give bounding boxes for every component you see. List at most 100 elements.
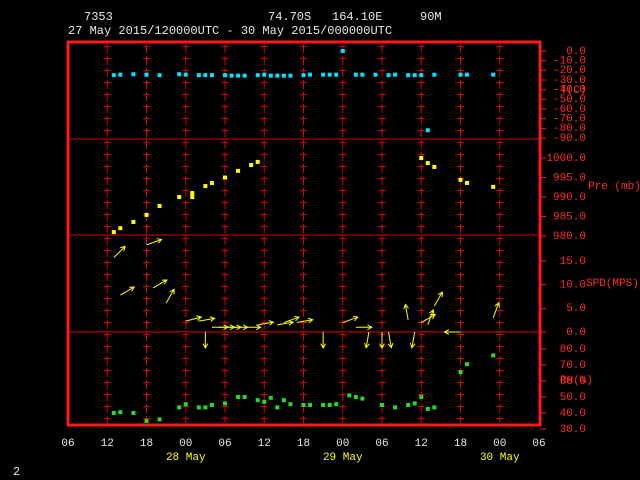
point xyxy=(111,73,116,78)
point xyxy=(223,401,227,406)
panel-label: RH(%) xyxy=(560,375,593,387)
point xyxy=(223,73,227,78)
point xyxy=(334,72,339,77)
point xyxy=(236,73,241,78)
point xyxy=(465,180,470,185)
point xyxy=(465,72,470,77)
point xyxy=(209,73,214,78)
latitude: 74.70S xyxy=(268,10,311,24)
wind-arrow xyxy=(277,320,295,326)
wind-arrow xyxy=(427,308,435,326)
point xyxy=(412,401,417,406)
point xyxy=(308,403,313,407)
wind-arrow xyxy=(165,288,175,304)
point xyxy=(229,73,234,78)
x-tick-label: 18 xyxy=(140,438,153,450)
y-tick-label: 40.0 xyxy=(560,408,586,420)
point xyxy=(209,403,214,407)
y-tick-label: -50.0 xyxy=(553,94,586,106)
point xyxy=(157,73,162,78)
point xyxy=(223,175,227,180)
y-tick-label: 60.0 xyxy=(560,376,586,388)
y-tick-label: 15.0 xyxy=(560,256,586,268)
point xyxy=(491,72,496,77)
grid xyxy=(103,44,504,423)
wind-arrow xyxy=(296,317,314,324)
point xyxy=(203,405,208,410)
point xyxy=(262,399,267,404)
point xyxy=(144,212,149,217)
point xyxy=(491,353,496,358)
y-tick-label: 70.0 xyxy=(560,360,586,372)
point xyxy=(425,128,430,133)
point xyxy=(458,72,463,77)
wind-arrow xyxy=(202,332,209,350)
point xyxy=(118,410,123,415)
y-tick-label: -90.0 xyxy=(553,133,586,145)
x-tick-label: 06 xyxy=(375,438,388,450)
point xyxy=(393,405,398,410)
y-tick-label: 10.0 xyxy=(560,280,586,292)
x-tick-label: 06 xyxy=(532,438,545,450)
wind-arrow xyxy=(146,238,163,246)
point xyxy=(373,72,378,77)
point xyxy=(465,362,470,367)
station-id: 7353 xyxy=(84,10,113,24)
frame xyxy=(66,40,542,427)
point xyxy=(268,73,273,78)
y-tick-label: -70.0 xyxy=(553,114,586,126)
point xyxy=(131,411,136,415)
point xyxy=(321,72,326,77)
x-tick-label: 12 xyxy=(415,438,428,450)
period: 27 May 2015/120000UTC - 30 May 2015/0000… xyxy=(68,24,392,38)
y-tick-label: 30.0 xyxy=(560,424,586,436)
point xyxy=(236,395,241,399)
wind-arrow xyxy=(257,320,275,326)
point xyxy=(262,72,267,77)
point xyxy=(203,184,208,189)
point xyxy=(334,402,339,407)
elevation: 90M xyxy=(420,10,442,24)
y-tick-label: 50.0 xyxy=(560,392,586,404)
point xyxy=(360,72,365,77)
point xyxy=(196,405,201,410)
marks xyxy=(111,49,500,423)
point xyxy=(288,73,293,78)
point xyxy=(268,395,273,400)
point xyxy=(406,73,411,78)
point xyxy=(157,417,162,422)
wind-arrow xyxy=(355,324,373,331)
point xyxy=(144,419,149,423)
longitude: 164.10E xyxy=(332,10,382,24)
point xyxy=(275,73,280,78)
y-tick-label: -60.0 xyxy=(553,104,586,116)
wind-arrow xyxy=(443,329,461,335)
wind-arrow xyxy=(492,301,500,318)
x-tick-label: 00 xyxy=(493,438,506,450)
x-tick-label: 00 xyxy=(336,438,349,450)
point xyxy=(458,370,463,375)
wind-arrow xyxy=(185,315,203,322)
point xyxy=(255,398,260,403)
point xyxy=(353,72,358,77)
point xyxy=(380,403,384,407)
y-tick-label: 0.0 xyxy=(566,46,586,58)
point xyxy=(327,403,332,407)
wind-arrow xyxy=(244,324,262,331)
y-tick-label: -40.0 xyxy=(553,85,586,97)
day-label: 30 May xyxy=(480,452,520,464)
panel-label: T(C) xyxy=(560,85,586,97)
point xyxy=(281,398,286,403)
point xyxy=(118,226,123,231)
point xyxy=(131,72,136,77)
point xyxy=(419,395,424,399)
point xyxy=(386,73,391,78)
wind-arrow xyxy=(387,331,394,349)
wind-arrow xyxy=(198,316,216,322)
point xyxy=(111,411,116,415)
x-tick-label: 06 xyxy=(61,438,74,450)
point xyxy=(458,177,463,182)
